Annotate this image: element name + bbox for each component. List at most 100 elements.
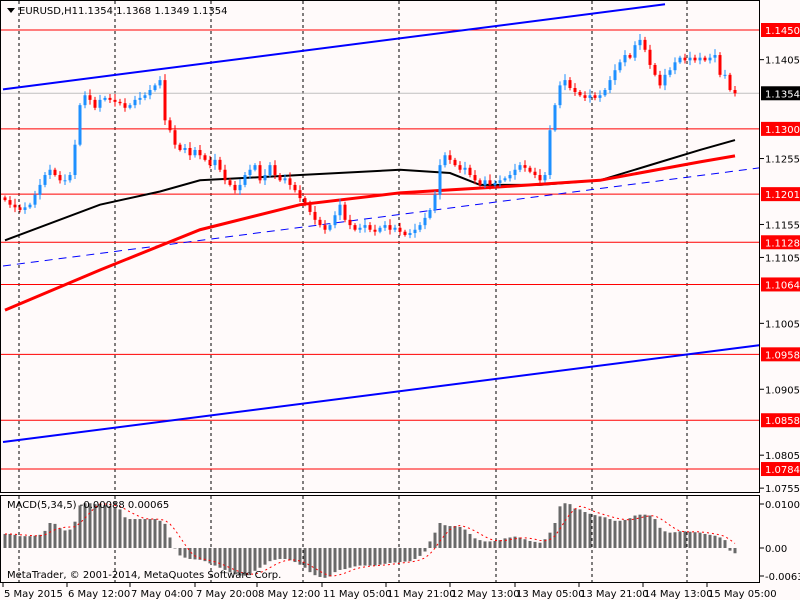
macd-bar: [433, 532, 437, 548]
dropdown-triangle-icon[interactable]: [7, 8, 15, 13]
macd-bar: [498, 540, 502, 548]
macd-bar: [313, 548, 317, 576]
macd-bar: [483, 541, 487, 548]
candle-body: [683, 57, 687, 61]
candle-body: [543, 175, 547, 181]
time-tick-label: 13 May 05:00: [516, 589, 585, 600]
macd-bar: [88, 503, 92, 548]
candle-body: [183, 147, 187, 150]
macd-bar: [148, 519, 152, 548]
macd-label: MACD(5,34,5) -0.00088 0.00065: [7, 500, 169, 511]
candle-body: [313, 211, 317, 220]
candle-body: [433, 194, 437, 210]
macd-bar: [458, 526, 462, 548]
macd-bar: [448, 526, 452, 548]
macd-bar: [253, 548, 257, 571]
candle-body: [283, 178, 287, 181]
candle-body: [453, 159, 457, 166]
macd-bar: [8, 533, 12, 548]
macd-bar: [388, 548, 392, 563]
candle-body: [633, 45, 637, 58]
level-price-tag: [761, 277, 800, 292]
macd-bar: [528, 540, 532, 548]
candle-body: [508, 175, 512, 179]
trendline: [2, 3, 666, 91]
trendlines: [2, 3, 761, 443]
candle-body: [23, 207, 27, 210]
candle-body: [648, 49, 652, 65]
candle-body: [428, 209, 432, 218]
candle-body: [413, 229, 417, 234]
macd-bar: [258, 548, 262, 568]
macd-bar: [613, 520, 617, 548]
candle-body: [58, 175, 62, 181]
macd-bar: [373, 548, 377, 566]
macd-bar: [343, 548, 347, 570]
macd-bar: [568, 504, 572, 548]
time-tick-label: 11 May 05:00: [323, 589, 392, 600]
level-price-label: 1.0858: [765, 416, 800, 427]
candle-body: [53, 169, 57, 176]
candle-body: [258, 165, 262, 181]
candle-body: [438, 165, 442, 195]
macd-bar: [113, 507, 117, 548]
candle-body: [668, 70, 672, 75]
macd-bar: [583, 512, 587, 548]
candle-body: [358, 227, 362, 230]
macd-bar: [328, 548, 332, 577]
macd-bar: [238, 548, 242, 576]
candle-body: [628, 55, 632, 58]
candle-body: [218, 159, 222, 170]
macd-bar: [43, 530, 47, 548]
level-price-tag: [761, 187, 800, 202]
macd-bar: [228, 548, 232, 573]
time-tick-label: 7 May 04:00: [131, 589, 193, 600]
candle-body: [233, 184, 237, 191]
candle-body: [693, 57, 697, 61]
macd-bar: [493, 540, 497, 548]
level-price-label: 1.1450: [765, 26, 800, 37]
macd-bar: [678, 531, 682, 548]
candle-body: [3, 197, 7, 201]
macd-bar: [628, 518, 632, 548]
candle-body: [103, 97, 107, 100]
candle-body: [448, 155, 452, 160]
macd-bar: [503, 538, 507, 548]
macd-bar: [488, 541, 492, 548]
macd-bar: [133, 519, 137, 548]
candle-body: [138, 97, 142, 100]
macd-bar: [193, 548, 197, 560]
macd-bar: [248, 548, 252, 574]
candle-body: [328, 225, 332, 230]
candle-body: [18, 207, 22, 210]
candle-body: [378, 227, 382, 232]
macd-bar: [453, 526, 457, 548]
macd-bar: [573, 508, 577, 548]
candle-body: [523, 165, 527, 168]
macd-bar: [298, 548, 302, 565]
macd-bar: [508, 537, 512, 548]
candle-body: [118, 101, 122, 104]
macd-tick-label: 0.01002: [765, 500, 800, 511]
macd-bar: [163, 523, 167, 548]
time-tick-label: 14 May 13:00: [644, 589, 713, 600]
macd-bar: [423, 548, 427, 552]
candle-body: [588, 95, 592, 98]
macd-bar: [333, 548, 337, 573]
level-price-label: 1.1064: [765, 280, 800, 291]
candle-body: [303, 198, 307, 205]
macd-bar: [633, 515, 637, 548]
macd-pane-border: [0, 495, 760, 583]
macd-bar: [208, 548, 212, 564]
time-tick-label: 13 May 21:00: [580, 589, 649, 600]
macd-bar: [128, 519, 132, 548]
candle-body: [213, 159, 217, 166]
macd-tick-label: -0.00638: [765, 572, 800, 583]
macd-bar: [598, 516, 602, 548]
macd-bar: [393, 548, 397, 563]
macd-bar: [733, 548, 737, 554]
price-tick-label: 1.1005: [765, 319, 800, 330]
candle-body: [353, 225, 357, 230]
price-tick-label: 1.1405: [765, 56, 800, 67]
